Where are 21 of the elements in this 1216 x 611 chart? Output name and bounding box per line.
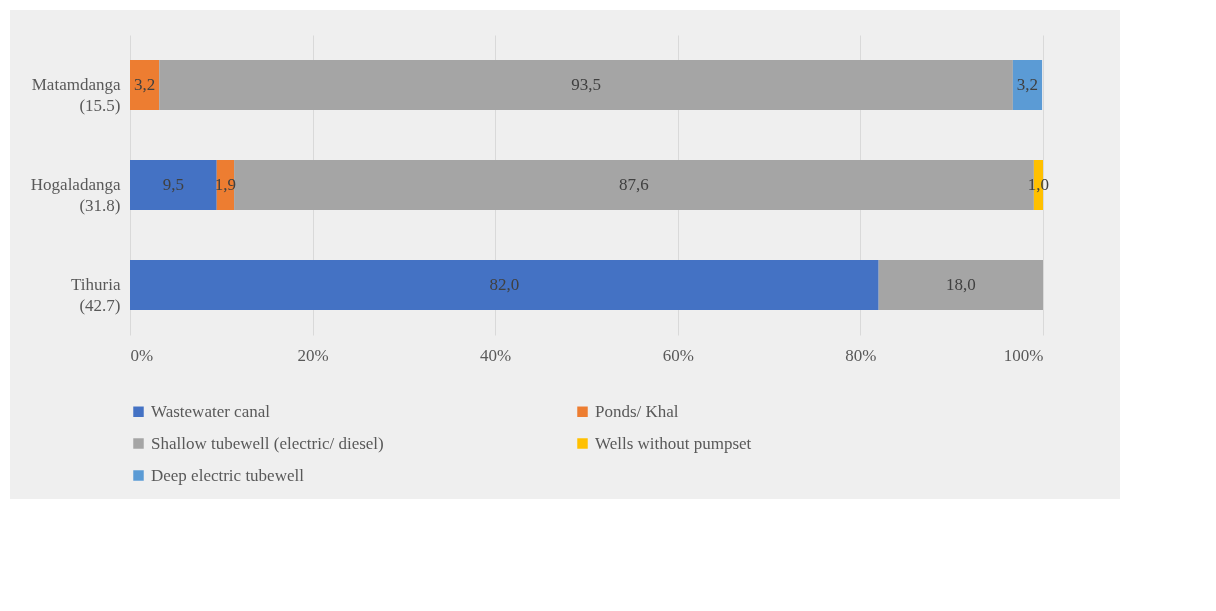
data-label: 87,6 (619, 175, 649, 194)
legend-label: Wells without pumpset (595, 433, 752, 453)
data-label: 3,2 (133, 75, 156, 94)
x-tick-label: 100% (1003, 345, 1044, 365)
legend-label: Wastewater canal (151, 401, 271, 421)
y-tick-label: Tihuria (42.7) (71, 275, 121, 315)
x-tick-label: 20% (297, 345, 329, 365)
x-tick-label: 80% (845, 345, 877, 365)
data-label: 82,0 (489, 275, 520, 294)
x-tick-label: 0% (130, 345, 154, 365)
data-label: 18,0 (945, 275, 976, 294)
data-label: 93,5 (571, 75, 601, 94)
x-tick-label: 60% (662, 345, 694, 365)
legend-label: Deep electric tubewell (151, 465, 305, 485)
y-tick-label: Hogaladanga (31.8) (30, 175, 121, 215)
y-tick-label: Matamdanga (15.5) (31, 75, 121, 115)
legend-label: Ponds/ Khal (595, 401, 679, 421)
legend-label: Shallow tubewell (electric/ diesel) (151, 433, 384, 453)
x-tick-label: 40% (480, 345, 512, 365)
data-label: 3,2 (1016, 75, 1039, 94)
data-label: 9,5 (162, 175, 184, 194)
